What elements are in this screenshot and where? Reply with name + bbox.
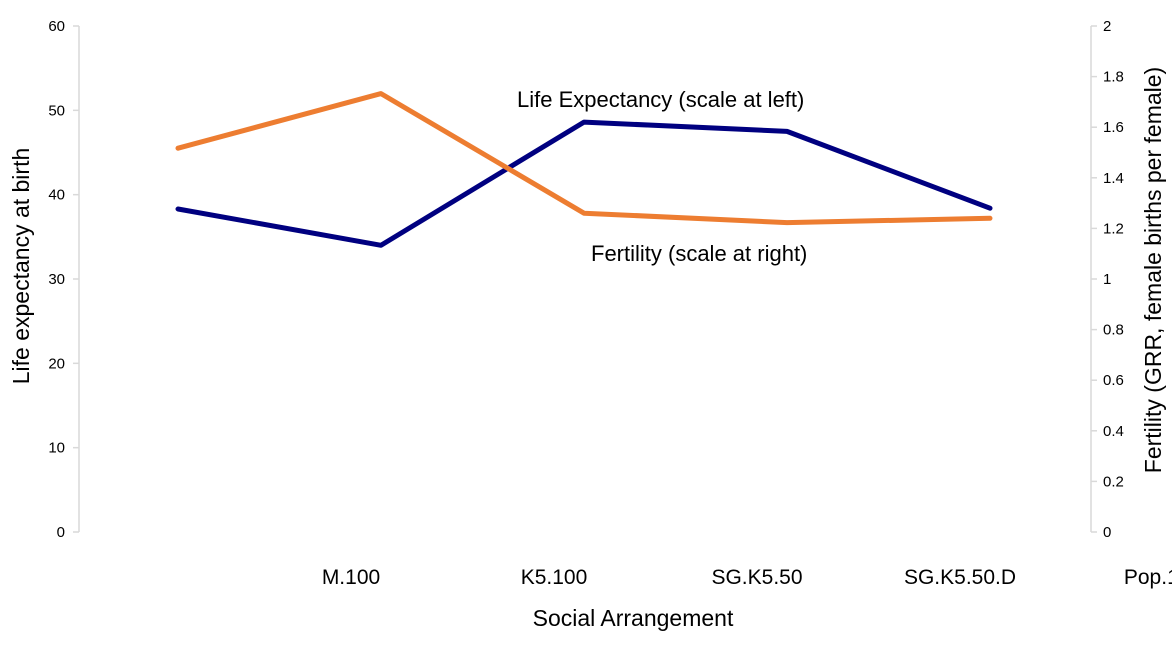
right-tick-label: 0 bbox=[1103, 524, 1111, 541]
life-expectancy-series-line bbox=[175, 119, 993, 248]
fertility-annotation: Fertility (scale at right) bbox=[591, 241, 807, 266]
right-tick-label: 0.8 bbox=[1103, 322, 1124, 339]
right-tick-label: 0.6 bbox=[1103, 372, 1124, 389]
x-category-label: Pop.100 bbox=[1124, 566, 1172, 589]
left-tick-label: 50 bbox=[48, 102, 65, 119]
right-tick-label: 1.8 bbox=[1103, 69, 1124, 86]
left-y-axis-title: Life expectancy at birth bbox=[8, 148, 34, 385]
right-y-axis-ticks: 0 0.2 0.4 0.6 0.8 1 1.2 1.4 1.6 1.8 2 bbox=[1091, 18, 1124, 541]
x-category-label: SG.K5.50.D bbox=[904, 566, 1016, 589]
left-tick-label: 40 bbox=[48, 187, 65, 204]
right-tick-label: 1.6 bbox=[1103, 119, 1124, 136]
left-tick-label: 10 bbox=[48, 440, 65, 457]
x-axis-title: Social Arrangement bbox=[533, 605, 734, 631]
left-tick-label: 30 bbox=[48, 271, 65, 288]
left-tick-label: 0 bbox=[57, 524, 65, 541]
fertility-series-line bbox=[175, 91, 993, 226]
left-y-axis-ticks: 0 10 20 30 40 50 60 bbox=[48, 18, 79, 541]
series-lines bbox=[175, 91, 993, 248]
x-category-label: K5.100 bbox=[521, 566, 588, 589]
right-tick-label: 1 bbox=[1103, 271, 1111, 288]
x-category-label: M.100 bbox=[322, 566, 380, 589]
right-tick-label: 0.4 bbox=[1103, 423, 1124, 440]
right-tick-label: 2 bbox=[1103, 18, 1111, 35]
left-tick-label: 20 bbox=[48, 355, 65, 372]
x-axis-category-labels: M.100 K5.100 SG.K5.50 SG.K5.50.D Pop.100 bbox=[322, 566, 1172, 589]
life-expectancy-annotation: Life Expectancy (scale at left) bbox=[517, 87, 804, 112]
right-tick-label: 0.2 bbox=[1103, 473, 1124, 490]
right-tick-label: 1.2 bbox=[1103, 220, 1124, 237]
right-y-axis-title: Fertility (GRR, female births per female… bbox=[1140, 67, 1166, 473]
x-category-label: SG.K5.50 bbox=[711, 566, 802, 589]
left-tick-label: 60 bbox=[48, 18, 65, 35]
right-tick-label: 1.4 bbox=[1103, 170, 1124, 187]
